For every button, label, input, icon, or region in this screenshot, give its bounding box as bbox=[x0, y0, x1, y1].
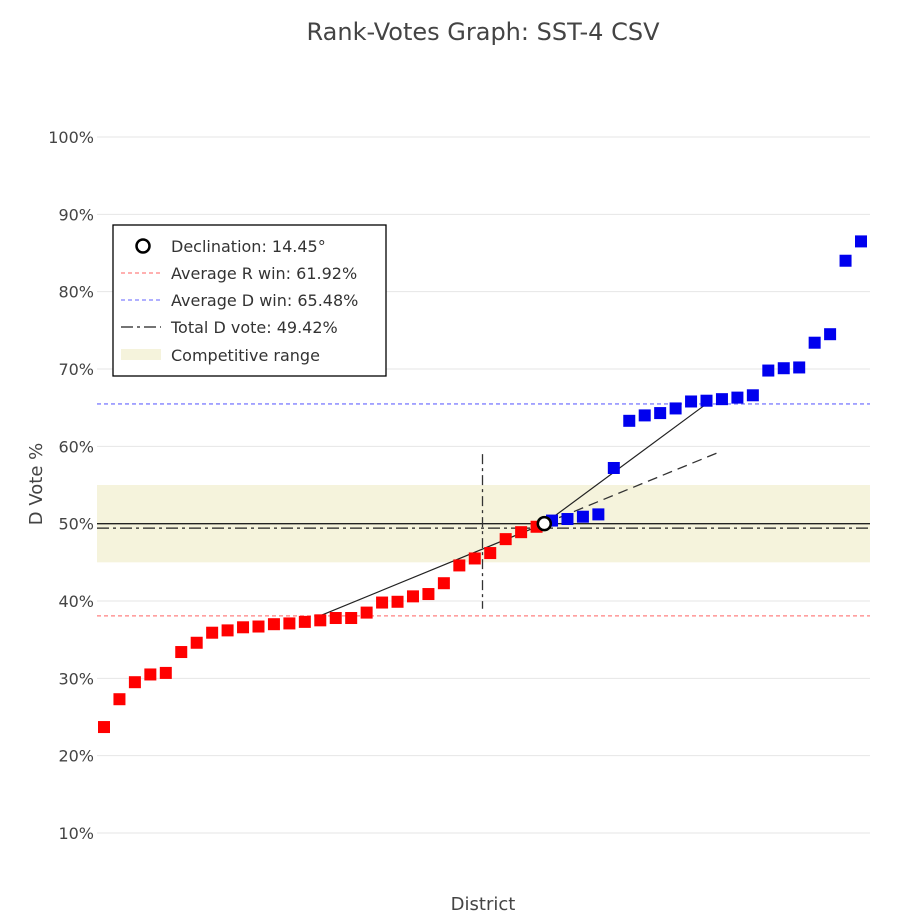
d-district-point bbox=[700, 394, 713, 407]
plot-area bbox=[97, 136, 870, 834]
y-tick-label: 40% bbox=[58, 592, 94, 611]
legend-symbols bbox=[121, 238, 161, 360]
d-district-point bbox=[808, 336, 821, 349]
y-tick-label: 100% bbox=[48, 128, 94, 147]
chart-title: Rank-Votes Graph: SST-4 CSV bbox=[307, 18, 661, 46]
r-district-point bbox=[267, 618, 280, 631]
legend-label-avg-r: Average R win: 61.92% bbox=[171, 264, 357, 283]
d-district-point bbox=[762, 364, 775, 377]
d-district-point bbox=[638, 409, 651, 422]
y-axis-ticks: 10% 20% 30% 40% 50% 60% 70% 80% 90% 100% bbox=[48, 128, 94, 843]
r-district-point bbox=[144, 668, 157, 681]
d-district-point bbox=[824, 328, 837, 341]
r-district-point bbox=[206, 626, 219, 639]
r-district-point bbox=[252, 620, 265, 633]
r-district-point bbox=[437, 577, 450, 590]
y-tick-label: 50% bbox=[58, 515, 94, 534]
y-tick-label: 30% bbox=[58, 669, 94, 688]
d-district-point bbox=[623, 414, 636, 427]
d-district-point bbox=[855, 235, 867, 248]
district-points bbox=[98, 235, 867, 734]
declination-point bbox=[536, 515, 553, 532]
d-district-point bbox=[793, 361, 806, 374]
r-district-point bbox=[221, 624, 234, 637]
d-district-point bbox=[839, 254, 852, 267]
d-district-point bbox=[607, 461, 620, 474]
r-district-point bbox=[376, 596, 389, 609]
d-district-point bbox=[576, 510, 589, 523]
r-district-point bbox=[468, 552, 481, 565]
d-district-point bbox=[685, 395, 698, 408]
legend: Declination: 14.45° Average R win: 61.92… bbox=[112, 224, 387, 377]
legend-symbol-declination bbox=[135, 238, 151, 254]
r-district-point bbox=[314, 614, 327, 627]
r-district-point bbox=[98, 721, 110, 734]
d-district-point bbox=[654, 407, 667, 420]
r-district-point bbox=[515, 526, 528, 539]
r-district-point bbox=[391, 595, 404, 608]
y-tick-label: 60% bbox=[58, 437, 94, 456]
d-district-point bbox=[669, 402, 682, 415]
d-district-point bbox=[715, 393, 728, 406]
declination-d-line bbox=[543, 403, 707, 525]
y-tick-label: 10% bbox=[58, 824, 94, 843]
legend-label-total-d-vote: Total D vote: 49.42% bbox=[170, 318, 338, 337]
r-district-point bbox=[190, 636, 203, 649]
reference-lines bbox=[97, 403, 870, 617]
r-district-point bbox=[453, 559, 466, 572]
y-tick-label: 70% bbox=[58, 360, 94, 379]
legend-symbol-competitive-range bbox=[121, 349, 161, 360]
legend-label-competitive-range: Competitive range bbox=[171, 346, 320, 365]
r-district-point bbox=[298, 615, 311, 628]
d-district-point bbox=[592, 508, 605, 521]
r-district-point bbox=[406, 590, 419, 603]
r-district-point bbox=[422, 588, 435, 601]
legend-label-avg-d: Average D win: 65.48% bbox=[171, 291, 358, 310]
r-district-point bbox=[237, 621, 250, 634]
r-district-point bbox=[175, 646, 188, 659]
r-district-point bbox=[329, 612, 342, 625]
y-axis-label: D Vote % bbox=[26, 443, 47, 525]
legend-label-declination: Declination: 14.45° bbox=[171, 237, 326, 256]
r-district-point bbox=[159, 666, 172, 679]
y-tick-label: 80% bbox=[58, 283, 94, 302]
y-tick-label: 20% bbox=[58, 747, 94, 766]
r-district-point bbox=[499, 533, 512, 546]
r-district-point bbox=[128, 676, 141, 689]
y-tick-label: 90% bbox=[58, 205, 94, 224]
d-district-point bbox=[746, 389, 759, 402]
r-district-point bbox=[345, 612, 358, 625]
x-axis-label: District bbox=[451, 894, 516, 915]
d-district-point bbox=[561, 513, 574, 526]
r-district-point bbox=[113, 693, 126, 706]
declination-point-layer bbox=[536, 515, 553, 532]
r-district-point bbox=[283, 617, 296, 630]
r-district-point bbox=[484, 547, 497, 560]
d-district-point bbox=[777, 362, 790, 375]
r-district-point bbox=[360, 606, 373, 619]
d-district-point bbox=[731, 391, 744, 404]
